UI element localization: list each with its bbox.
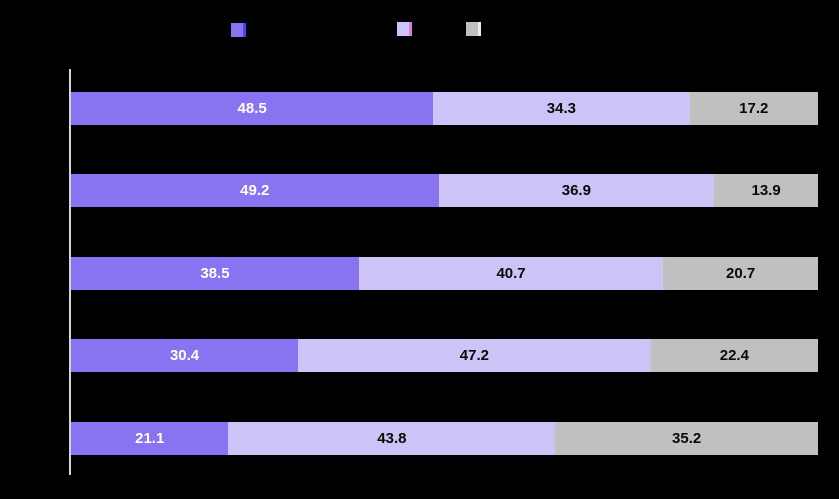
bar-value-label: 36.9 [561,182,591,199]
legend-swatch-light-purple-series [397,22,412,36]
bar-row: 49.2 36.9 13.9 [71,174,818,207]
bar-value-label: 17.2 [739,100,769,117]
bar-value-label: 30.4 [169,347,200,364]
bar-value-label: 49.2 [240,182,270,199]
bar-segment-light-purple: 47.2 [298,339,651,372]
bar-segment-gray: 35.2 [555,422,818,455]
bar-row: 30.4 47.2 22.4 [71,339,818,372]
bar-row: 48.5 34.3 17.2 [71,92,818,125]
bar-value-label: 40.7 [496,265,526,282]
bar-value-label: 38.5 [200,265,230,282]
bar-segment-light-purple: 34.3 [433,92,690,125]
bar-value-label: 34.3 [546,100,576,117]
bar-segment-purple: 48.5 [71,92,434,125]
bar-value-label: 22.4 [719,347,749,364]
legend-swatch-gray-series [466,22,481,36]
bar-value-label: 48.5 [237,100,267,117]
bar-segment-gray: 22.4 [650,339,818,372]
bar-segment-gray: 20.7 [663,257,818,290]
bar-segment-gray: 13.9 [714,174,818,207]
bar-value-label: 35.2 [672,430,702,447]
bar-value-label: 21.1 [135,430,165,447]
bar-value-label: 43.8 [377,430,407,447]
y-axis-line [69,69,71,475]
bar-segment-purple: 49.2 [71,174,439,207]
bar-value-label: 13.9 [751,182,781,199]
bar-segment-light-purple: 36.9 [438,174,715,207]
bar-segment-light-purple: 40.7 [358,257,664,290]
bar-row: 38.5 40.7 20.7 [71,257,818,290]
bar-value-label: 20.7 [726,265,756,282]
bar-segment-light-purple: 43.8 [228,422,556,455]
bar-segment-purple: 21.1 [71,422,229,455]
legend-swatch-purple-series [231,23,246,37]
bar-segment-gray: 17.2 [689,92,818,125]
bar-segment-purple: 30.4 [71,339,299,372]
bar-value-label: 47.2 [459,347,489,364]
bar-row: 21.1 43.8 35.2 [71,422,818,455]
bar-segment-purple: 38.5 [71,257,359,290]
